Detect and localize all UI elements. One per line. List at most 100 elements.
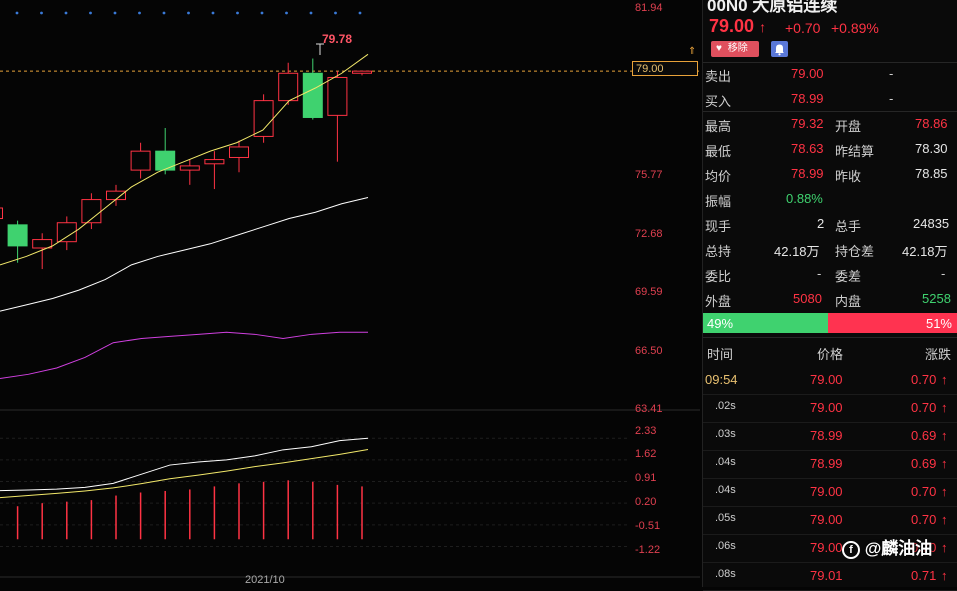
candle-body <box>302 72 323 118</box>
signal-dot <box>113 11 117 15</box>
inner-value: 5258 <box>922 291 951 306</box>
signal-dot <box>358 11 362 15</box>
candle-body <box>130 150 151 171</box>
high-marker-label: 79.78 <box>322 32 353 46</box>
candle-body <box>352 70 372 74</box>
signal-dot <box>211 11 215 15</box>
bell-icon <box>775 44 784 56</box>
now-volume-value: 2 <box>817 216 825 231</box>
tick-row[interactable]: .02s 79.00 0.70 ↑ <box>703 394 957 423</box>
instrument-title: 00N0 大原铝连续 <box>707 0 837 16</box>
tick-change: 0.70 <box>911 400 937 415</box>
tick-price: 78.99 <box>810 456 843 471</box>
signal-dot <box>285 11 288 15</box>
avg-close-row: 均价 78.99 昨收 78.85 <box>703 162 957 187</box>
candle-body <box>229 146 249 158</box>
open-interest-row: 总持 42.18万 持仓差 42.18万 <box>703 237 957 262</box>
sell-row: 卖出 79.00 - <box>703 62 957 87</box>
tick-row[interactable]: 09:54 79.00 0.70 ↑ <box>703 366 957 395</box>
candle-body <box>253 100 274 137</box>
price-up-arrow-icon: ↑ <box>759 19 767 35</box>
divider <box>703 111 957 112</box>
signal-dot <box>334 11 337 15</box>
tick-up-arrow-icon: ↑ <box>941 456 948 471</box>
tick-row[interactable]: .04s 79.00 0.70 ↑ <box>703 478 957 507</box>
tick-row[interactable]: .06s 79.00 0.70 ↑ <box>703 534 957 563</box>
avg-value: 78.99 <box>791 166 824 181</box>
tick-time: .04s <box>715 484 736 496</box>
macd-axis-label: -0.51 <box>635 520 661 532</box>
low-settle-row: 最低 78.63 昨结算 78.30 <box>703 137 957 162</box>
bell-button[interactable] <box>771 41 788 57</box>
kline-chart[interactable]: ⇑ <box>0 0 700 587</box>
macd-axis-label: 1.62 <box>635 448 657 460</box>
tick-row[interactable]: .03s 78.99 0.69 ↑ <box>703 422 957 451</box>
price-change-pct: +0.89% <box>831 20 879 36</box>
buy-price: 78.99 <box>791 91 824 106</box>
col-time-header: 时间 <box>707 347 734 362</box>
macd-axis-label: 0.91 <box>635 472 657 484</box>
avg-label: 均价 <box>705 169 732 184</box>
col-change-header: 涨跌 <box>925 347 952 362</box>
outer-pct-label: 49% <box>707 316 734 331</box>
candle-body <box>7 224 28 247</box>
sell-volume: - <box>889 66 894 81</box>
high-open-row: 最高 79.32 开盘 78.86 <box>703 112 957 137</box>
macd-axis-label: -1.22 <box>635 544 661 556</box>
tick-change: 0.70 <box>911 512 937 527</box>
order-ratio-label: 委比 <box>705 269 732 284</box>
tick-time: 09:54 <box>705 372 738 387</box>
tick-change: 0.70 <box>911 372 937 387</box>
candle-body <box>155 150 176 171</box>
tick-row[interactable]: .04s 78.99 0.69 ↑ <box>703 450 957 479</box>
instrument-name: 大原铝连续 <box>752 0 838 15</box>
divider <box>703 337 957 338</box>
tick-row[interactable]: .05s 79.00 0.70 ↑ <box>703 506 957 535</box>
signal-dot <box>260 11 264 15</box>
sell-label: 卖出 <box>705 69 732 84</box>
y-axis-label: 75.77 <box>635 169 663 181</box>
signal-dot <box>138 11 141 15</box>
signal-dot <box>15 11 19 15</box>
order-ratio-row: 委比 - 委差 - <box>703 262 957 287</box>
now-volume-label: 现手 <box>705 219 732 234</box>
quote-panel: 00N0 大原铝连续 79.00 ↑ +0.70 +0.89% ♥ 移除 卖出 … <box>702 0 957 591</box>
current-price-box: 79.00 <box>632 61 698 76</box>
y-axis-label: 69.59 <box>635 286 663 298</box>
prev-close-value: 78.85 <box>915 166 948 181</box>
watermark-text: @麟油油 <box>864 539 933 558</box>
tick-price: 79.01 <box>810 568 843 583</box>
candle-body <box>32 239 53 249</box>
remove-watchlist-button[interactable]: ♥ 移除 <box>711 41 759 57</box>
macd-axis-label: 0.20 <box>635 496 657 508</box>
tick-up-arrow-icon: ↑ <box>941 512 948 527</box>
signal-dot <box>162 11 166 15</box>
buy-row: 买入 78.99 - <box>703 87 957 112</box>
divider <box>703 62 957 63</box>
order-ratio-value: - <box>817 266 822 281</box>
signal-dot <box>236 11 239 15</box>
signal-dot <box>187 11 190 15</box>
x-axis-date-label: 2021/10 <box>245 574 285 586</box>
candle-body <box>204 159 225 165</box>
outer-value: 5080 <box>793 291 822 306</box>
order-diff-value: - <box>941 266 946 281</box>
prev-settle-value: 78.30 <box>915 141 948 156</box>
outer-label: 外盘 <box>705 294 732 309</box>
macd-dif-line <box>0 437 369 492</box>
tick-change: 0.70 <box>911 540 937 555</box>
low-label: 最低 <box>705 144 732 159</box>
high-value: 79.32 <box>791 116 824 131</box>
candle-body <box>0 207 3 220</box>
candle-body <box>106 190 126 201</box>
ma5-line <box>0 53 369 266</box>
macd-axis-label: 2.33 <box>635 425 657 437</box>
volume-row: 现手 2 总手 24835 <box>703 212 957 237</box>
outer-inner-ratio-bar: 49% 51% <box>703 313 957 333</box>
ma60-line <box>0 331 368 380</box>
outer-ratio-fill <box>703 313 828 333</box>
amplitude-row: 振幅 0.88% <box>703 187 957 212</box>
macd-dea-line <box>0 449 369 499</box>
high-label: 最高 <box>705 119 732 134</box>
open-interest-value: 42.18万 <box>774 244 820 259</box>
